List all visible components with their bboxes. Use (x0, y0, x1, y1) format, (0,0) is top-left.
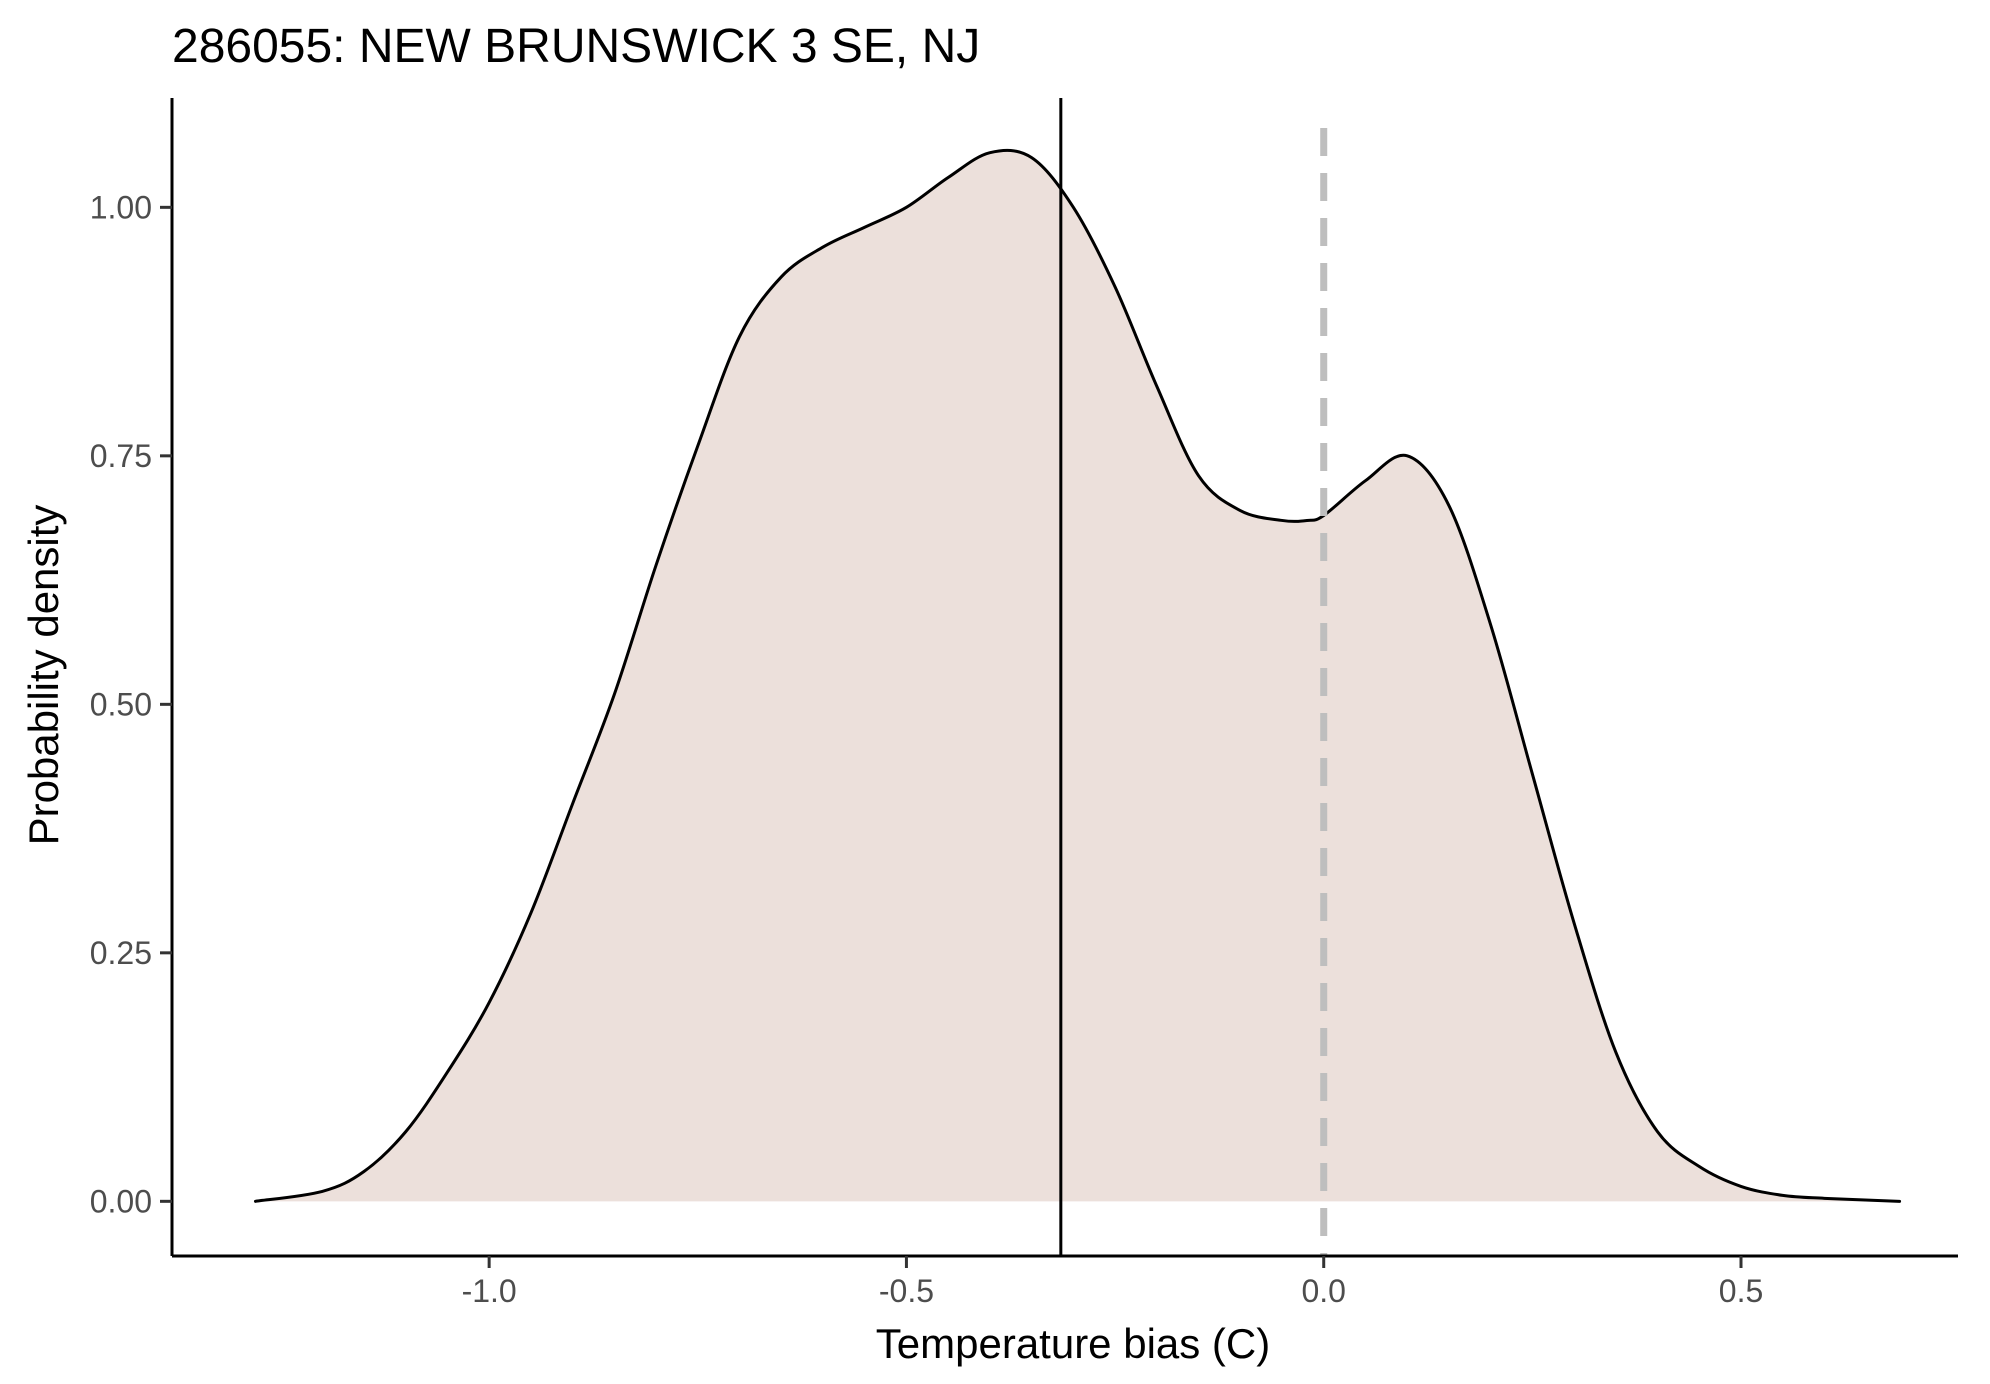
density-area (255, 150, 1900, 1202)
y-tick-label: 0.75 (90, 438, 152, 474)
y-axis-title: Probability density (20, 505, 67, 846)
y-tick-label: 0.50 (90, 686, 152, 722)
chart-title: 286055: NEW BRUNSWICK 3 SE, NJ (172, 20, 980, 73)
x-ticks-layer: -1.0 -0.5 0.0 0.5 (462, 1256, 1763, 1309)
y-tick-label: 0.00 (90, 1183, 152, 1219)
y-tick-label: 0.25 (90, 935, 152, 971)
x-tick-label: 0.0 (1301, 1273, 1345, 1309)
axes-layer (170, 98, 1958, 1258)
y-ticks-layer: 0.00 0.25 0.50 0.75 1.00 (90, 189, 172, 1219)
x-tick-label: -0.5 (879, 1273, 934, 1309)
plot-layer (253, 98, 1902, 1256)
x-axis-title: Temperature bias (C) (876, 1320, 1270, 1367)
x-tick-label: 0.5 (1719, 1273, 1763, 1309)
y-tick-label: 1.00 (90, 189, 152, 225)
density-curve (253, 148, 1902, 1203)
x-tick-label: -1.0 (462, 1273, 517, 1309)
